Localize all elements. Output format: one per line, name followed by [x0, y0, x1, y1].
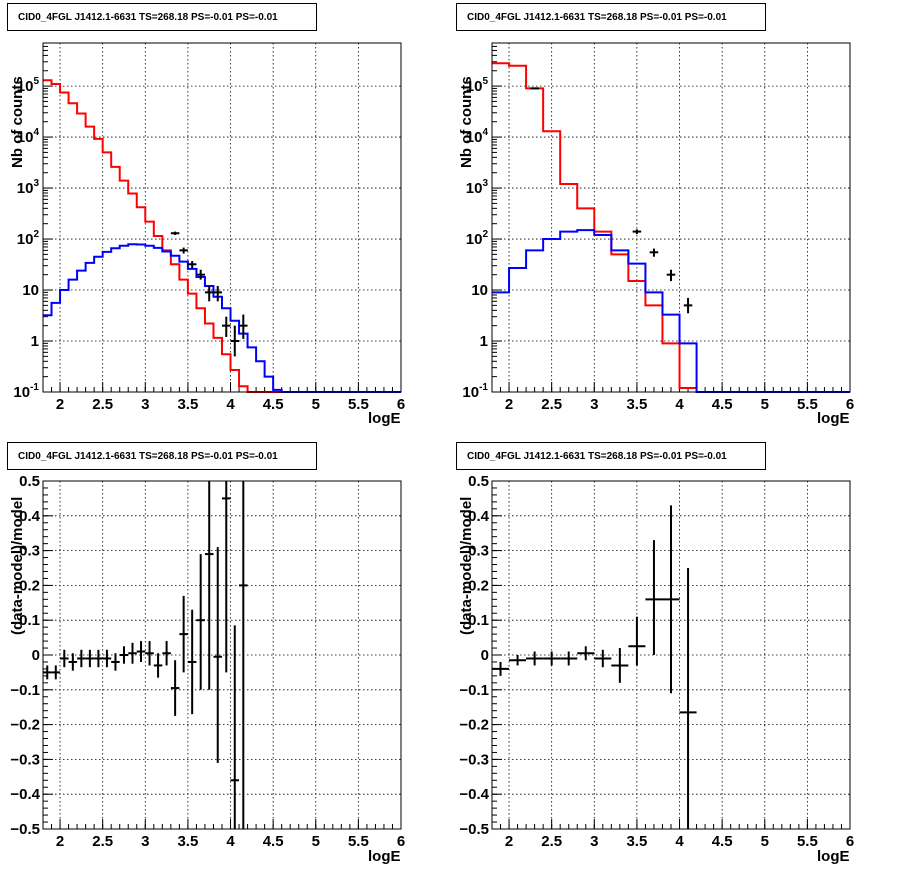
y-tick-label: 10-1 [13, 382, 39, 401]
x-tick-label: 6 [397, 396, 405, 413]
y-tick-label: −0.2 [10, 717, 40, 734]
x-tick-label: 3.5 [626, 396, 647, 413]
x-tick-label: 5.5 [348, 396, 369, 413]
x-tick-label: 2.5 [92, 396, 113, 413]
chart-svg: 2 2.5 3 3.5 4 4.5 5 5.5 6 −0.5 −0.4 −0.3 −0.2 −0.1 0 0.… [10, 473, 405, 850]
chart-title: CID0_4FGL J1412.1-6631 TS=268.18 PS=-0.0… [456, 3, 766, 31]
y-tick-label: −0.4 [459, 786, 489, 803]
plot-frame [42, 42, 402, 393]
x-tick-label: 5.5 [348, 833, 369, 850]
x-axis-label: logE [817, 848, 850, 865]
y-tick-label: 0.4 [19, 508, 41, 525]
plot-area [492, 43, 850, 392]
y-axis-label: (data-model)/model [458, 496, 475, 635]
y-tick-label: 10-1 [462, 382, 488, 401]
x-tick-label: 5 [312, 833, 320, 850]
x-tick-label: 3 [590, 396, 598, 413]
x-tick-label: 4 [226, 396, 235, 413]
y-axis-label: Nb of counts [9, 76, 26, 168]
y-tick-label: 0.5 [19, 473, 40, 490]
y-tick-label: −0.1 [10, 682, 40, 699]
y-tick-label: 0.3 [468, 543, 489, 560]
x-tick-label: 2.5 [541, 396, 562, 413]
y-tick-label: −0.2 [459, 717, 489, 734]
x-tick-label: 4.5 [263, 833, 284, 850]
x-tick-label: 2 [56, 396, 64, 413]
chart-svg: 2 2.5 3 3.5 4 4.5 5 5.5 6 10-1 1 10 102 103 104 105 [13, 42, 405, 413]
y-axis-label: Nb of counts [458, 76, 475, 168]
y-tick-label: 105 [466, 76, 489, 95]
chart-svg: 2 2.5 3 3.5 4 4.5 5 5.5 6 10-1 1 10 102 103 104 105 [462, 42, 854, 413]
x-tick-label: 5.5 [797, 833, 818, 850]
y-tick-label: −0.5 [10, 821, 40, 838]
y-tick-label: 0 [481, 647, 489, 664]
y-tick-label: 0.1 [19, 612, 40, 629]
x-tick-label: 6 [846, 833, 854, 850]
x-tick-label: 6 [846, 396, 854, 413]
x-tick-label: 2 [56, 833, 64, 850]
x-tick-label: 4 [675, 833, 684, 850]
chart-title: CID0_4FGL J1412.1-6631 TS=268.18 PS=-0.0… [456, 442, 766, 470]
x-axis-label: logE [817, 410, 850, 427]
y-tick-label: 10 [22, 282, 39, 299]
y-tick-label: 105 [17, 76, 40, 95]
x-tick-label: 4.5 [263, 396, 284, 413]
y-tick-label: 0.5 [468, 473, 489, 490]
x-tick-label: 4.5 [712, 396, 733, 413]
x-tick-label: 3 [141, 396, 149, 413]
y-tick-label: −0.3 [459, 751, 489, 768]
y-tick-label: 0.2 [468, 577, 489, 594]
y-tick-label: −0.5 [459, 821, 489, 838]
y-tick-label: 0.2 [19, 577, 40, 594]
y-tick-label: 0.4 [468, 508, 490, 525]
chart-title: CID0_4FGL J1412.1-6631 TS=268.18 PS=-0.0… [7, 3, 317, 31]
plot-frame [42, 480, 402, 830]
chart-svg: 2 2.5 3 3.5 4 4.5 5 5.5 6 −0.5 −0.4 −0.3 −0.2 −0.1 0 0.… [459, 473, 854, 850]
x-tick-label: 2.5 [92, 833, 113, 850]
x-tick-label: 5 [761, 833, 769, 850]
x-tick-label: 5 [761, 396, 769, 413]
chart-panel-counts-left: 2 2.5 3 3.5 4 4.5 5 5.5 6 10-1 1 10 102 103 104 105 CID… [0, 0, 449, 437]
y-tick-label: 10 [471, 282, 488, 299]
y-tick-label: −0.3 [10, 751, 40, 768]
x-tick-label: 2 [505, 396, 513, 413]
y-axis-label: (data-model)/model [9, 496, 26, 635]
x-axis-label: logE [368, 410, 401, 427]
x-tick-label: 5 [312, 396, 320, 413]
plot-area [43, 43, 401, 392]
y-tick-label: 104 [466, 127, 489, 146]
x-tick-label: 6 [397, 833, 405, 850]
plot-area [43, 481, 401, 829]
x-tick-label: 4 [675, 396, 684, 413]
y-tick-label: 104 [17, 127, 40, 146]
x-tick-label: 3 [590, 833, 598, 850]
y-tick-label: 1 [31, 333, 39, 350]
y-tick-label: 102 [466, 229, 489, 248]
x-tick-label: 3 [141, 833, 149, 850]
chart-panel-residuals-left: 2 2.5 3 3.5 4 4.5 5 5.5 6 −0.5 −0.4 −0.3 −0.2 −0.1 0 0.… [0, 437, 449, 875]
x-tick-label: 3.5 [177, 396, 198, 413]
x-tick-label: 3.5 [626, 833, 647, 850]
chart-panel-counts-right: 2 2.5 3 3.5 4 4.5 5 5.5 6 10-1 1 10 102 103 104 105 CID… [449, 0, 898, 437]
x-tick-label: 5.5 [797, 396, 818, 413]
x-tick-label: 2 [505, 833, 513, 850]
y-tick-label: 103 [17, 178, 40, 197]
x-tick-label: 4.5 [712, 833, 733, 850]
x-tick-label: 3.5 [177, 833, 198, 850]
y-tick-label: 0 [32, 647, 40, 664]
x-tick-label: 2.5 [541, 833, 562, 850]
y-tick-label: 0.3 [19, 543, 40, 560]
plot-frame [491, 480, 851, 830]
y-tick-label: −0.1 [459, 682, 489, 699]
x-tick-label: 4 [226, 833, 235, 850]
y-tick-label: 102 [17, 229, 40, 248]
chart-title: CID0_4FGL J1412.1-6631 TS=268.18 PS=-0.0… [7, 442, 317, 470]
y-tick-label: 0.1 [468, 612, 489, 629]
chart-panel-residuals-right: 2 2.5 3 3.5 4 4.5 5 5.5 6 −0.5 −0.4 −0.3 −0.2 −0.1 0 0.… [449, 437, 898, 875]
y-tick-label: −0.4 [10, 786, 40, 803]
y-tick-label: 1 [480, 333, 488, 350]
x-axis-label: logE [368, 848, 401, 865]
plot-frame [491, 42, 851, 393]
y-tick-label: 103 [466, 178, 489, 197]
